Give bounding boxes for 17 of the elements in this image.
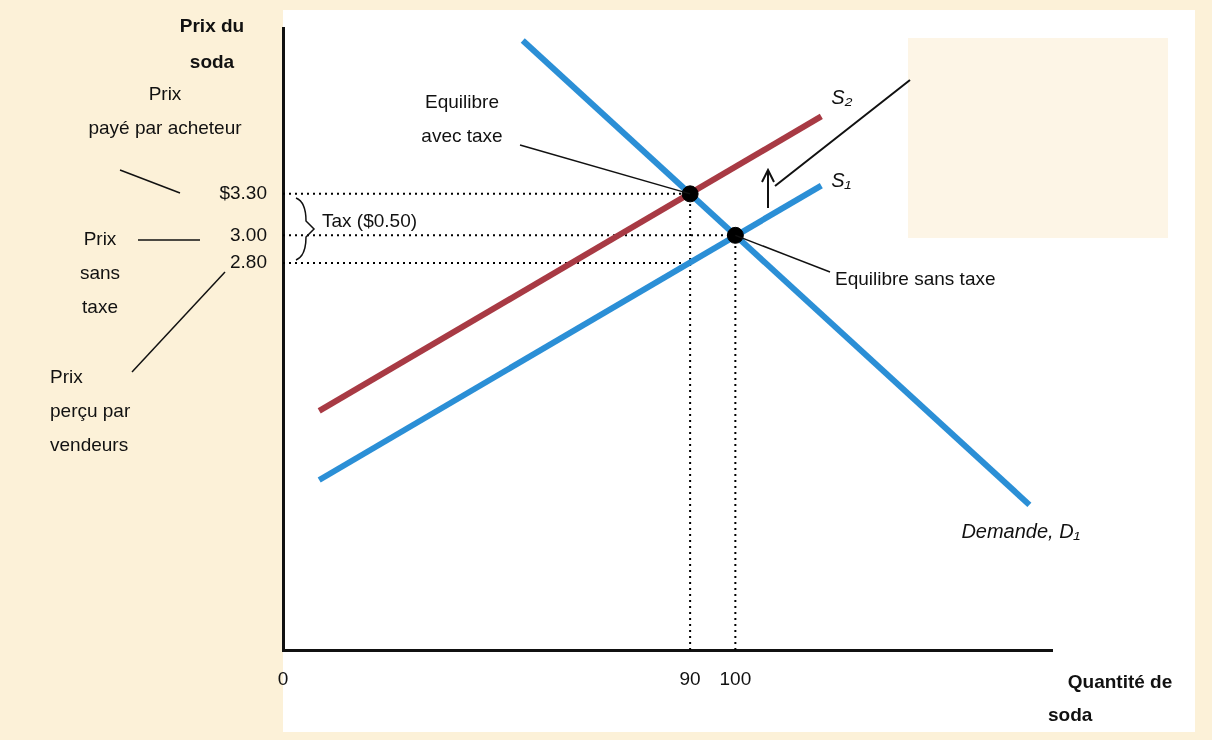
annotation: Equilibre sans taxe (835, 268, 996, 290)
y-axis-title: Prix du soda (179, 15, 245, 73)
y-tick-label: 2.80 (230, 251, 267, 273)
annotation: Equilibre avec taxe (421, 91, 503, 147)
text: Prix perçu par vendeurs (50, 366, 131, 456)
series-label: S₁ (831, 169, 851, 192)
series-label: S₂ (831, 86, 853, 109)
text: Prix payé par acheteur (88, 83, 243, 139)
y-tick-label: $3.30 (219, 182, 267, 204)
x-axis-title: Quantité de soda (1048, 671, 1173, 726)
x-tick-label: 100 (719, 667, 752, 689)
text: Prix sans taxe (79, 228, 121, 318)
annotation: Tax ($0.50) (322, 210, 418, 232)
x-tick-label: 90 (679, 667, 701, 689)
y-tick-label: 3.00 (230, 223, 267, 245)
x-tick-label: 0 (277, 667, 289, 689)
series-label: Demande, D₁ (961, 520, 1080, 543)
